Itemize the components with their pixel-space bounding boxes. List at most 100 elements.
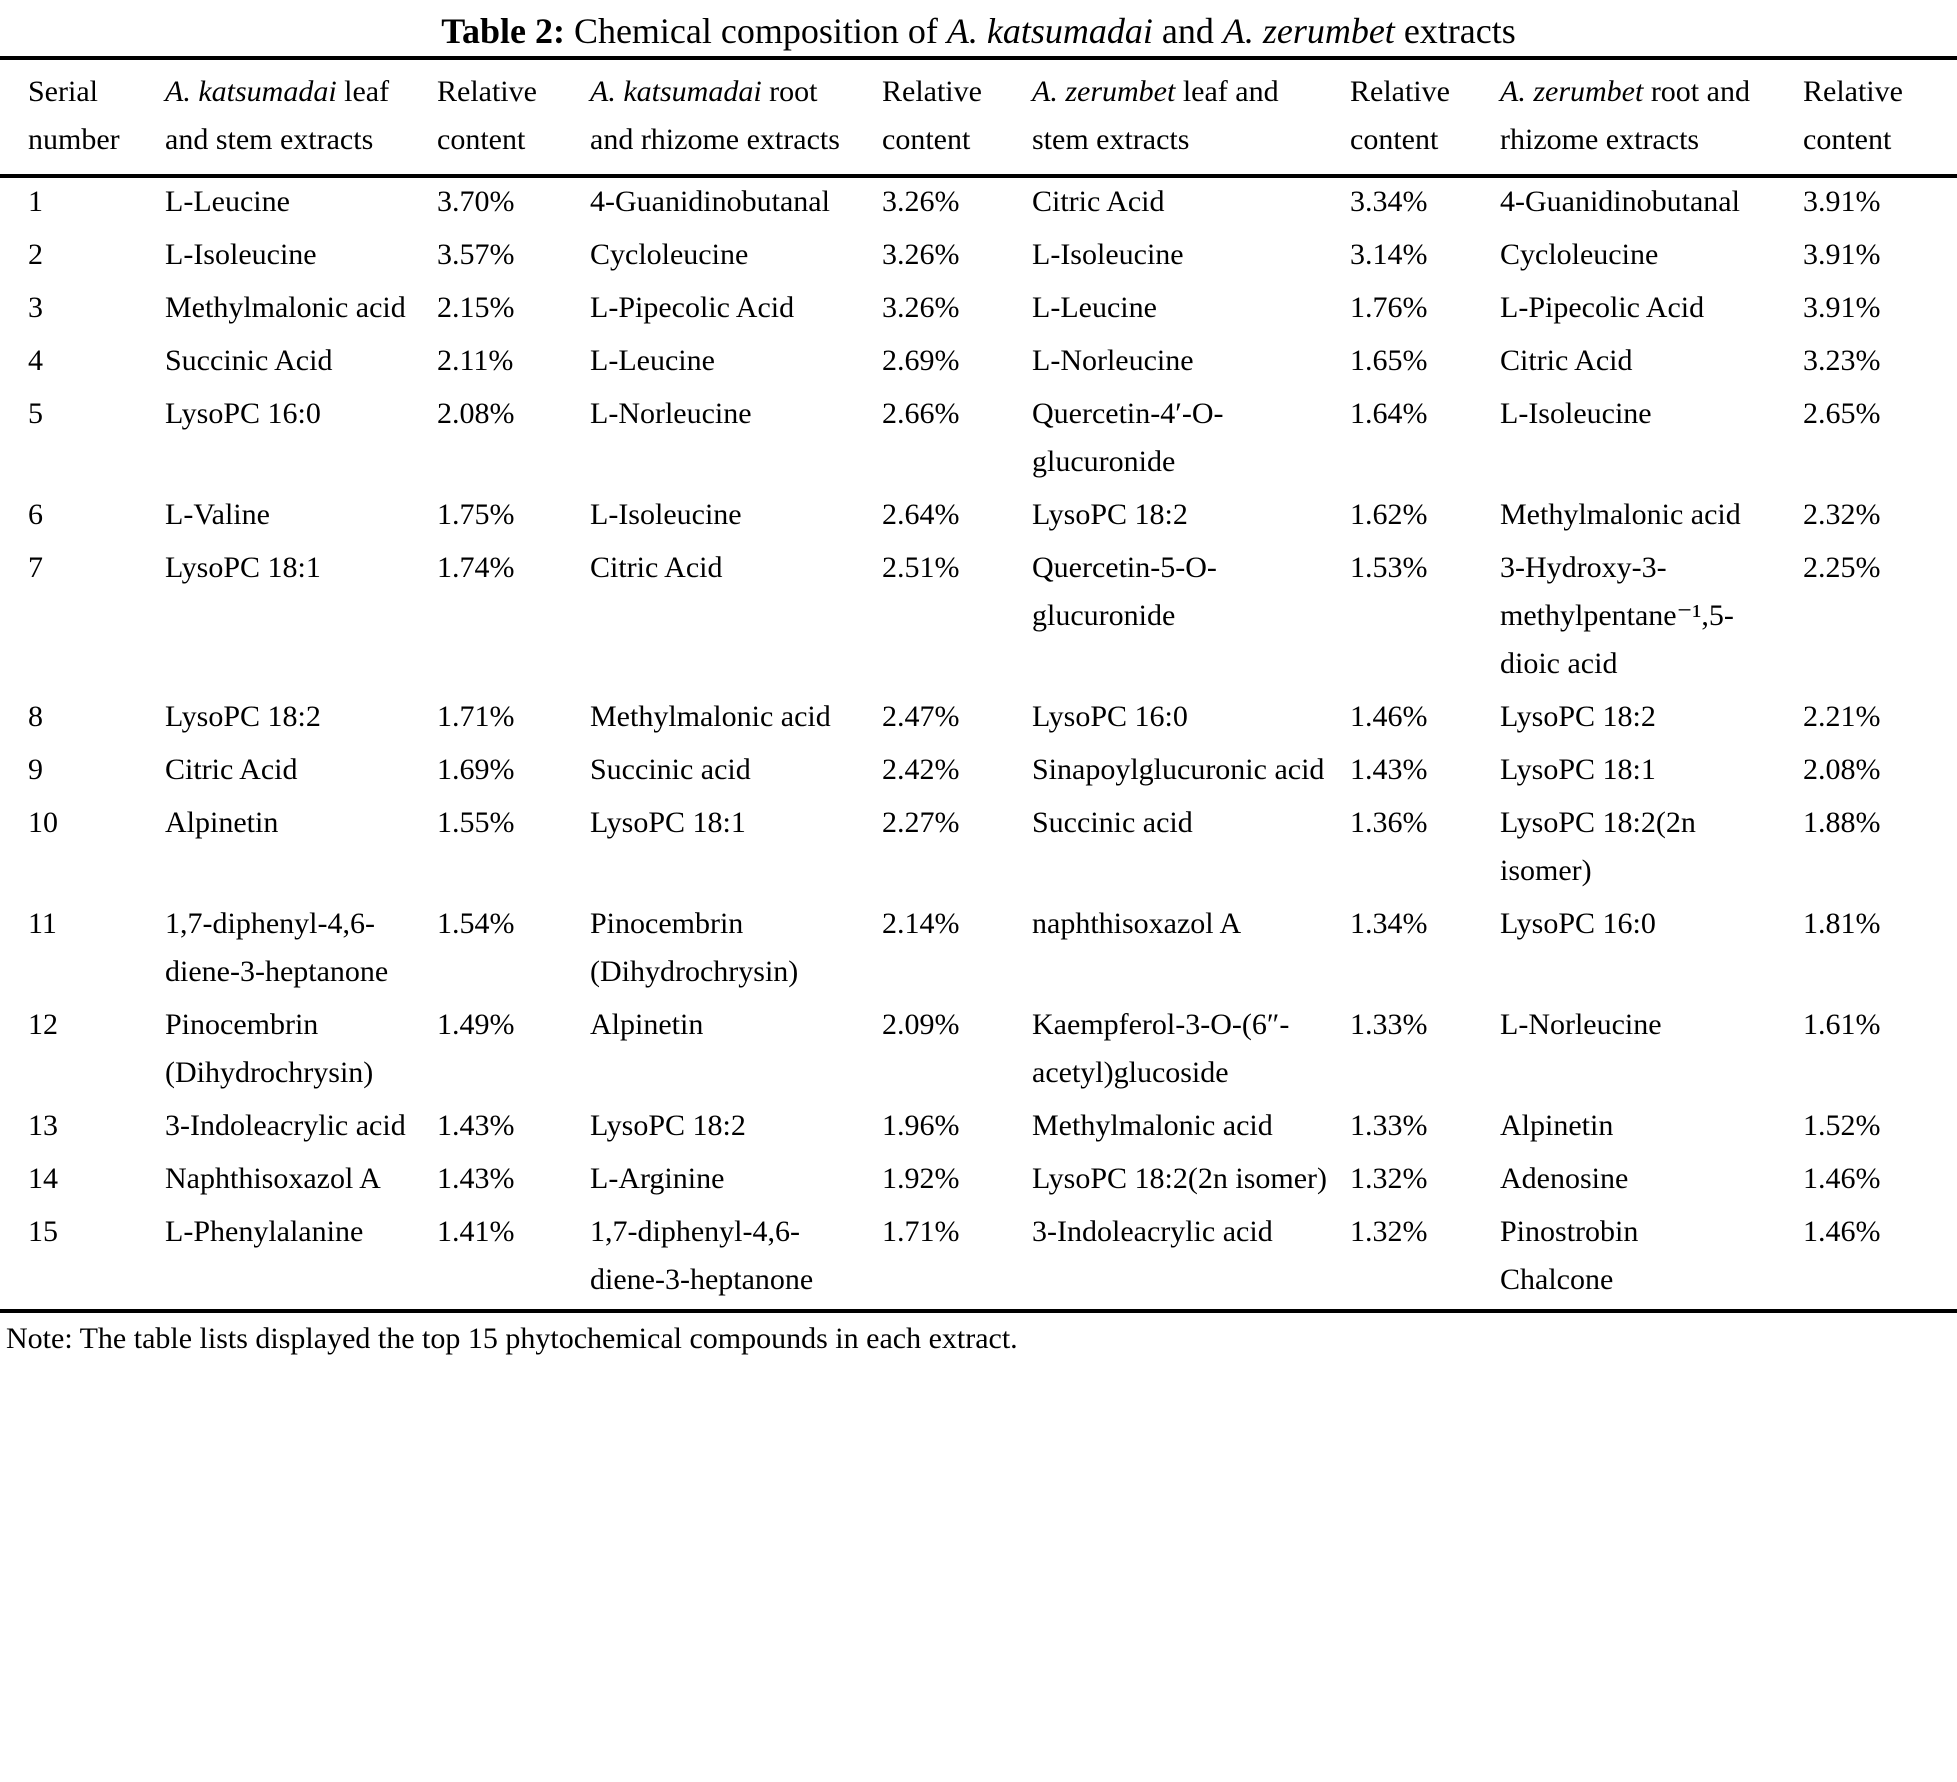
relative-content-cell: 1.46% — [1350, 700, 1428, 733]
relative-content-cell: 1.69% — [437, 753, 515, 786]
compound-cell-ak-root: Cycloleucine — [590, 238, 749, 271]
relative-content-cell: 1.96% — [882, 1109, 960, 1142]
compound-cell-ak-leaf: Pinocembrin (Dihydrochrysin) — [165, 1008, 374, 1089]
relative-content-cell: 2.21% — [1803, 700, 1881, 733]
col-header-text: root and rhizome extracts — [1500, 75, 1750, 156]
relative-content-cell: 1.76% — [1350, 291, 1428, 324]
relative-content-cell: 2.65% — [1803, 397, 1881, 430]
compound-cell-az-root: Alpinetin — [1500, 1109, 1614, 1142]
compound-cell-ak-leaf: L-Leucine — [165, 185, 290, 218]
serial-number-cell: 4 — [28, 344, 43, 377]
header-row: Serial number A. katsumadai leaf and ste… — [0, 58, 1957, 176]
composition-table: Serial number A. katsumadai leaf and ste… — [0, 56, 1957, 1313]
compound-cell-ak-root: Alpinetin — [590, 1008, 704, 1041]
relative-content-cell: 1.32% — [1350, 1215, 1428, 1248]
compound-cell-az-root: LysoPC 16:0 — [1500, 907, 1656, 940]
relative-content-cell: 1.65% — [1350, 344, 1428, 377]
compound-cell-az-root: 4-Guanidinobutanal — [1500, 185, 1740, 218]
relative-content-cell: 1.43% — [437, 1109, 515, 1142]
table-title-species-2: A. zerumbet — [1222, 11, 1395, 51]
relative-content-cell: 3.26% — [882, 185, 960, 218]
table-title-text-c: extracts — [1394, 11, 1516, 51]
compound-cell-az-leaf: Citric Acid — [1032, 185, 1165, 218]
compound-cell-az-root: Pinostrobin Chalcone — [1500, 1215, 1639, 1296]
compound-cell-ak-leaf: Succinic Acid — [165, 344, 333, 377]
serial-number-cell: 9 — [28, 753, 43, 786]
compound-cell-ak-leaf: L-Valine — [165, 498, 270, 531]
table-row: 12 Pinocembrin (Dihydrochrysin) 1.49% Alpin… — [0, 1001, 1957, 1102]
serial-number-cell: 6 — [28, 498, 43, 531]
relative-content-cell: 2.64% — [882, 498, 960, 531]
compound-cell-ak-root: 4-Guanidinobutanal — [590, 185, 830, 218]
table-row: 15 L-Phenylalanine 1.41% 1,7-diphenyl-4,6-d… — [0, 1208, 1957, 1311]
table-row: 10 Alpinetin 1.55% LysoPC 18:1 2.27% Succinic… — [0, 799, 1957, 900]
relative-content-cell: 1.88% — [1803, 806, 1881, 839]
compound-cell-az-root: Adenosine — [1500, 1162, 1629, 1195]
compound-cell-ak-root: L-Leucine — [590, 344, 715, 377]
compound-cell-az-leaf: L-Leucine — [1032, 291, 1157, 324]
relative-content-cell: 2.66% — [882, 397, 960, 430]
compound-cell-ak-leaf: L-Phenylalanine — [165, 1215, 364, 1248]
compound-cell-az-root: 3-Hydroxy-3-methylpentane⁻¹,5-dioic acid — [1500, 551, 1734, 680]
compound-cell-ak-leaf: LysoPC 18:2 — [165, 700, 321, 733]
col-header-text: leaf and stem extracts — [165, 75, 390, 156]
relative-content-cell: 2.08% — [437, 397, 515, 430]
compound-cell-az-root: LysoPC 18:2(2n isomer) — [1500, 806, 1696, 887]
table-row: 7 LysoPC 18:1 1.74% Citric Acid 2.51% Quercet… — [0, 544, 1957, 693]
serial-number-cell: 11 — [28, 907, 57, 940]
relative-content-cell: 3.91% — [1803, 238, 1881, 271]
table-row: 8 LysoPC 18:2 1.71% Methylmalonic acid 2.47%… — [0, 693, 1957, 746]
table-row: 5 LysoPC 16:0 2.08% L-Norleucine 2.66% Querce… — [0, 390, 1957, 491]
table-row: 2 L-Isoleucine 3.57% Cycloleucine 3.26% L-Iso… — [0, 231, 1957, 284]
compound-cell-ak-leaf: LysoPC 18:1 — [165, 551, 321, 584]
relative-content-cell: 1.71% — [882, 1215, 960, 1248]
compound-cell-az-leaf: L-Isoleucine — [1032, 238, 1184, 271]
relative-content-cell: 2.15% — [437, 291, 515, 324]
relative-content-cell: 1.43% — [437, 1162, 515, 1195]
relative-content-cell: 1.49% — [437, 1008, 515, 1041]
compound-cell-ak-root: LysoPC 18:2 — [590, 1109, 746, 1142]
serial-number-cell: 12 — [28, 1008, 58, 1041]
col-header-relative-content-3: Relative content — [1350, 75, 1450, 156]
compound-cell-az-leaf: L-Norleucine — [1032, 344, 1194, 377]
relative-content-cell: 2.11% — [437, 344, 514, 377]
compound-cell-az-root: L-Pipecolic Acid — [1500, 291, 1705, 324]
col-header-text: leaf and stem extracts — [1032, 75, 1279, 156]
relative-content-cell: 2.47% — [882, 700, 960, 733]
serial-number-cell: 3 — [28, 291, 43, 324]
table-row: 4 Succinic Acid 2.11% L-Leucine 2.69% L-Norle… — [0, 337, 1957, 390]
serial-number-cell: 8 — [28, 700, 43, 733]
relative-content-cell: 1.52% — [1803, 1109, 1881, 1142]
serial-number-cell: 1 — [28, 185, 43, 218]
relative-content-cell: 1.55% — [437, 806, 515, 839]
table-footnote: Note: The table lists displayed the top … — [6, 1322, 1018, 1355]
compound-cell-az-leaf: naphthisoxazol A — [1032, 907, 1242, 940]
relative-content-cell: 1.46% — [1803, 1162, 1881, 1195]
compound-cell-az-leaf: LysoPC 18:2 — [1032, 498, 1188, 531]
serial-number-cell: 2 — [28, 238, 43, 271]
compound-cell-az-leaf: LysoPC 18:2(2n isomer) — [1032, 1162, 1328, 1195]
relative-content-cell: 1.71% — [437, 700, 515, 733]
relative-content-cell: 2.27% — [882, 806, 960, 839]
relative-content-cell: 1.92% — [882, 1162, 960, 1195]
compound-cell-az-leaf: Sinapoylglucuronic acid — [1032, 753, 1325, 786]
compound-cell-ak-leaf: Citric Acid — [165, 753, 298, 786]
compound-cell-ak-root: 1,7-diphenyl-4,6-diene-3-heptanone — [590, 1215, 814, 1296]
compound-cell-ak-root: Citric Acid — [590, 551, 723, 584]
table-title-text-a: Chemical composition of — [564, 11, 947, 51]
compound-cell-az-root: L-Isoleucine — [1500, 397, 1652, 430]
relative-content-cell: 1.41% — [437, 1215, 515, 1248]
col-header-az-leaf-stem: A. zerumbet leaf and stem extracts — [1032, 58, 1350, 176]
col-header-ak-leaf-stem: A. katsumadai leaf and stem extracts — [165, 58, 437, 176]
compound-cell-az-root: LysoPC 18:2 — [1500, 700, 1656, 733]
serial-number-cell: 14 — [28, 1162, 58, 1195]
relative-content-cell: 2.42% — [882, 753, 960, 786]
table-row: 6 L-Valine 1.75% L-Isoleucine 2.64% LysoPC 18… — [0, 491, 1957, 544]
species-name: A. katsumadai — [590, 75, 762, 108]
compound-cell-az-leaf: 3-Indoleacrylic acid — [1032, 1215, 1273, 1248]
relative-content-cell: 2.25% — [1803, 551, 1881, 584]
compound-cell-ak-leaf: LysoPC 16:0 — [165, 397, 321, 430]
table-row: 14 Naphthisoxazol A 1.43% L-Arginine 1.92% Ly… — [0, 1155, 1957, 1208]
table-row: 3 Methylmalonic acid 2.15% L-Pipecolic Acid… — [0, 284, 1957, 337]
